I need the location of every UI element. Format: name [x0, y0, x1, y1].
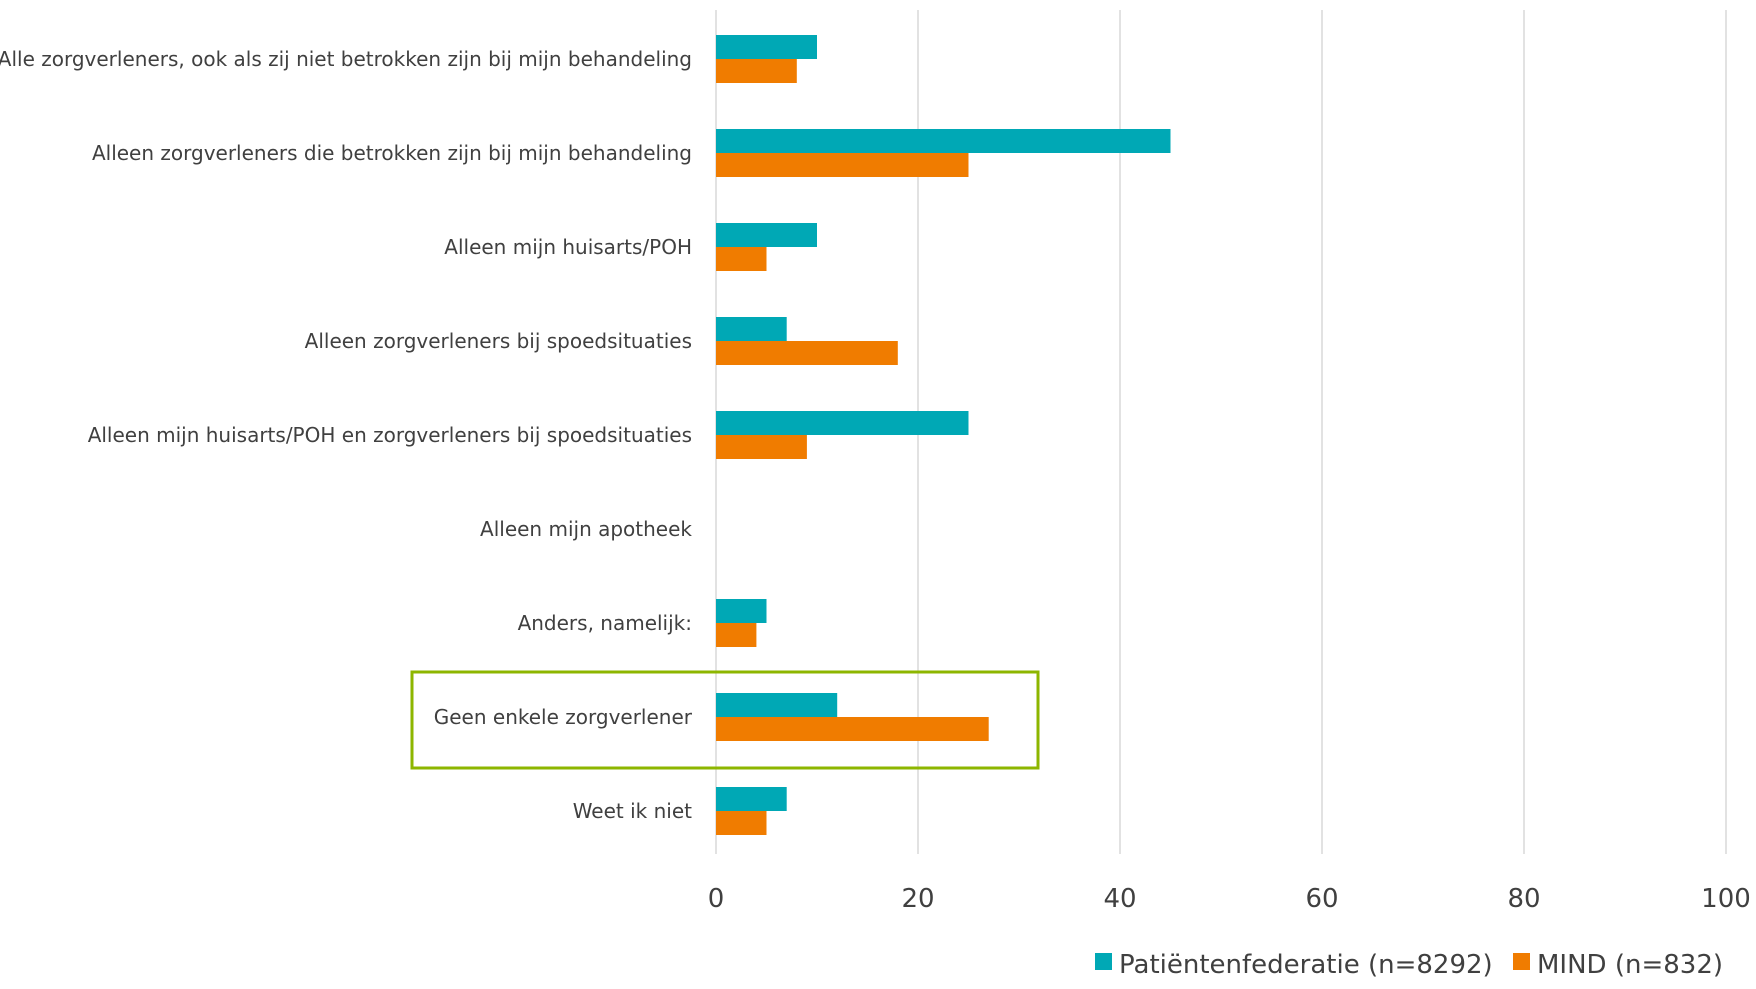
- x-tick-label: 80: [1507, 884, 1540, 914]
- x-tick-label: 40: [1103, 884, 1136, 914]
- x-tick-label: 0: [708, 884, 725, 914]
- bar-patientenfederatie: [716, 599, 767, 623]
- x-tick-label: 20: [901, 884, 934, 914]
- bar-mind: [716, 59, 797, 83]
- bar-patientenfederatie: [716, 317, 787, 341]
- category-label: Alleen mijn apotheek: [480, 517, 692, 541]
- category-label: Alleen mijn huisarts/POH en zorgverlener…: [88, 423, 692, 447]
- legend-swatch: [1095, 953, 1112, 970]
- bar-mind: [716, 435, 807, 459]
- bar-mind: [716, 247, 767, 271]
- bar-patientenfederatie: [716, 35, 817, 59]
- x-axis-ticks: 0 20 40 60 80 100: [708, 884, 1751, 914]
- bar-mind: [716, 623, 757, 647]
- bar-patientenfederatie: [716, 693, 838, 717]
- highlight-rect: [410, 670, 1040, 770]
- legend-swatch: [1513, 953, 1530, 970]
- bar-patientenfederatie: [716, 129, 1171, 153]
- category-labels: Alle zorgverleners, ook als zij niet bet…: [0, 47, 693, 823]
- bar-patientenfederatie: [716, 787, 787, 811]
- category-label: Anders, namelijk:: [518, 611, 692, 635]
- x-tick-label: 100: [1701, 884, 1751, 914]
- category-label: Alleen zorgverleners bij spoedsituaties: [305, 329, 692, 353]
- highlight-box: [410, 670, 1040, 770]
- category-label: Alle zorgverleners, ook als zij niet bet…: [0, 47, 692, 71]
- bar-mind: [716, 341, 898, 365]
- bar-mind: [716, 717, 989, 741]
- bar-patientenfederatie: [716, 411, 969, 435]
- bar-mind: [716, 153, 969, 177]
- category-label: Geen enkele zorgverlener: [434, 705, 693, 729]
- bar-area: [716, 35, 1171, 835]
- legend-label: Patiëntenfederatie (n=8292): [1119, 950, 1493, 980]
- bar-patientenfederatie: [716, 223, 817, 247]
- legend: Patiëntenfederatie (n=8292) MIND (n=832): [1095, 950, 1723, 980]
- bar-mind: [716, 811, 767, 835]
- category-label: Alleen mijn huisarts/POH: [444, 235, 692, 259]
- x-tick-label: 60: [1305, 884, 1338, 914]
- category-label: Weet ik niet: [573, 799, 692, 823]
- category-label: Alleen zorgverleners die betrokken zijn …: [92, 141, 692, 165]
- legend-label: MIND (n=832): [1537, 950, 1723, 980]
